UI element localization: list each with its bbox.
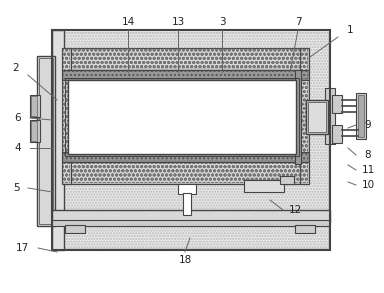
Text: 14: 14 — [121, 17, 135, 27]
Bar — [62, 152, 309, 162]
Text: 1: 1 — [347, 25, 353, 35]
Bar — [52, 210, 330, 222]
Text: 9: 9 — [365, 120, 371, 130]
Bar — [300, 48, 309, 184]
Text: 11: 11 — [361, 165, 375, 175]
Bar — [62, 48, 309, 70]
Text: 3: 3 — [218, 17, 225, 27]
Bar — [39, 58, 53, 224]
Bar — [280, 176, 294, 184]
Bar — [52, 30, 64, 250]
Bar — [183, 193, 191, 215]
Text: 6: 6 — [15, 113, 22, 123]
Bar — [30, 120, 40, 142]
Bar — [62, 70, 309, 80]
Bar — [356, 93, 366, 139]
Bar — [31, 121, 37, 141]
Bar — [52, 220, 330, 226]
Bar — [301, 49, 308, 183]
Bar — [68, 80, 296, 154]
Text: 4: 4 — [15, 143, 22, 153]
Bar — [308, 102, 326, 132]
Bar — [65, 225, 85, 233]
Text: 2: 2 — [13, 63, 19, 73]
Text: 12: 12 — [288, 205, 301, 215]
Text: 17: 17 — [15, 243, 29, 253]
Bar — [52, 30, 330, 250]
Bar — [325, 88, 335, 144]
Bar — [244, 180, 284, 192]
Text: 7: 7 — [295, 17, 301, 27]
Bar — [332, 125, 342, 143]
Bar — [63, 49, 70, 183]
Bar — [30, 95, 40, 117]
Text: 13: 13 — [171, 17, 185, 27]
Bar — [178, 184, 196, 194]
Bar — [52, 30, 330, 250]
Text: 18: 18 — [179, 255, 192, 265]
Bar — [62, 48, 71, 184]
Bar — [63, 71, 308, 79]
Bar — [37, 56, 55, 226]
Bar — [63, 163, 308, 183]
Bar — [332, 95, 342, 113]
Bar — [31, 96, 37, 116]
Bar — [62, 162, 309, 184]
Bar — [306, 100, 328, 134]
Bar — [295, 225, 315, 233]
Bar — [63, 153, 308, 161]
Bar — [295, 70, 301, 164]
Bar — [54, 32, 328, 248]
Bar — [358, 95, 364, 137]
Bar — [63, 49, 308, 69]
Bar — [65, 78, 299, 156]
Text: 8: 8 — [365, 150, 371, 160]
Text: 5: 5 — [13, 183, 19, 193]
Text: 10: 10 — [361, 180, 374, 190]
